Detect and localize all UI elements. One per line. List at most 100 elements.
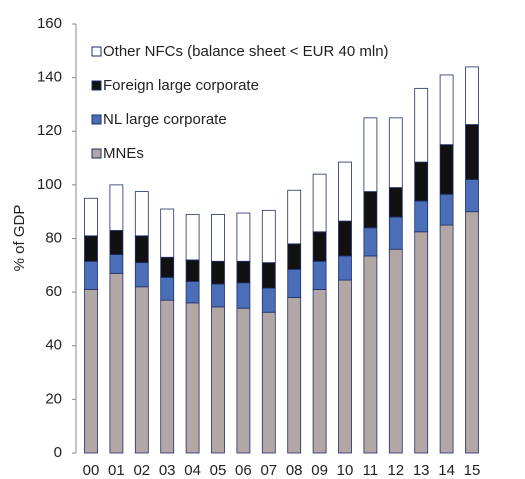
bar-segment: [363, 117, 378, 192]
bar-segment: [414, 87, 429, 163]
bar-segment: [185, 302, 200, 454]
y-tick-label: 120: [37, 122, 62, 139]
bar-segment: [211, 260, 225, 285]
bar-segment: [439, 74, 454, 146]
bar-segment: [109, 272, 124, 454]
bar-segment: [388, 117, 403, 188]
bar-segment: [185, 213, 200, 261]
bar-segment: [261, 209, 276, 264]
y-tick-label: 100: [37, 176, 62, 193]
bar-segment: [363, 227, 378, 257]
bar-segment: [439, 144, 454, 195]
bar-segment: [134, 191, 149, 237]
bar-segment: [261, 287, 276, 313]
bar-segment: [414, 231, 429, 454]
bar-segment: [160, 299, 175, 454]
bar-segment: [363, 191, 378, 229]
bar-segment: [109, 184, 124, 231]
bar-segment: [84, 260, 98, 290]
bar-segment: [261, 311, 276, 454]
bar-segment: [414, 200, 429, 233]
x-tick-label: 09: [311, 462, 328, 479]
y-tick-label: 80: [45, 229, 62, 246]
bar-segment: [312, 289, 327, 454]
y-tick-label: 140: [37, 69, 62, 86]
x-tick-label: 01: [108, 462, 125, 479]
y-axis-label: % of GDP: [11, 205, 28, 272]
bar-segment: [388, 248, 403, 454]
bar-segment: [185, 259, 200, 282]
bar-segment: [338, 161, 352, 222]
bar-segment: [287, 268, 302, 298]
bar-segment: [465, 179, 479, 213]
x-tick-label: 12: [387, 462, 404, 479]
legend-label: NL large corporate: [103, 111, 227, 128]
bar-segment: [134, 286, 149, 454]
bar-segment: [109, 230, 124, 255]
legend-label: Foreign large corporate: [103, 77, 259, 94]
bar-segment: [439, 224, 454, 454]
x-tick-label: 08: [286, 462, 303, 479]
bar-segment: [160, 208, 175, 258]
y-tick-label: 60: [45, 283, 62, 300]
bar-segment: [388, 187, 403, 218]
x-tick-label: 00: [83, 462, 100, 479]
x-tick-label: 04: [184, 462, 201, 479]
x-tick-label: 13: [413, 462, 430, 479]
x-tick-label: 05: [210, 462, 227, 479]
bar-segment: [439, 193, 454, 226]
legend-swatch: [91, 80, 102, 91]
bar-segment: [388, 216, 403, 250]
bar-segment: [414, 161, 429, 202]
bar-segment: [134, 262, 149, 288]
bar-segment: [338, 279, 352, 454]
x-tick-label: 07: [260, 462, 277, 479]
x-tick-label: 03: [159, 462, 176, 479]
bar-segment: [465, 124, 479, 180]
x-tick-label: 11: [363, 462, 379, 479]
bar-segment: [236, 212, 251, 262]
bar-segment: [465, 66, 479, 125]
bar-segment: [312, 260, 327, 290]
bar-segment: [236, 260, 251, 284]
bar-segment: [236, 282, 251, 309]
bar-segment: [160, 276, 175, 301]
bar-segment: [363, 255, 378, 454]
legend-swatch: [91, 46, 102, 57]
bar-segment: [465, 211, 479, 454]
y-tick-label: 20: [45, 390, 62, 407]
legend-swatch: [91, 148, 102, 159]
x-tick-label: 10: [337, 462, 354, 479]
legend-label: Other NFCs (balance sheet < EUR 40 mln): [103, 43, 389, 60]
bar-segment: [287, 189, 302, 245]
x-tick-label: 15: [464, 462, 481, 479]
bar-segment: [109, 254, 124, 274]
x-tick-label: 02: [133, 462, 150, 479]
y-tick-label: 0: [54, 444, 62, 461]
bar-segment: [84, 235, 98, 262]
bar-segment: [338, 220, 352, 257]
y-tick-label: 160: [37, 15, 62, 32]
y-tick-label: 40: [45, 337, 62, 354]
bar-segment: [312, 173, 327, 233]
bar-segment: [312, 231, 327, 262]
bar-segment: [84, 197, 98, 237]
legend-swatch: [91, 114, 102, 125]
bar-segment: [287, 297, 302, 454]
bar-segment: [185, 280, 200, 304]
legend-label: MNEs: [103, 145, 144, 162]
bar-segment: [236, 307, 251, 454]
bar-segment: [211, 283, 225, 308]
bar-segment: [160, 256, 175, 278]
x-tick-label: 14: [438, 462, 455, 479]
x-tick-label: 06: [235, 462, 252, 479]
bar-segment: [84, 289, 98, 454]
bar-segment: [211, 306, 225, 454]
bar-segment: [287, 243, 302, 270]
bar-segment: [261, 262, 276, 289]
bar-segment: [134, 235, 149, 264]
bar-segment: [211, 213, 225, 262]
bar-segment: [338, 255, 352, 281]
